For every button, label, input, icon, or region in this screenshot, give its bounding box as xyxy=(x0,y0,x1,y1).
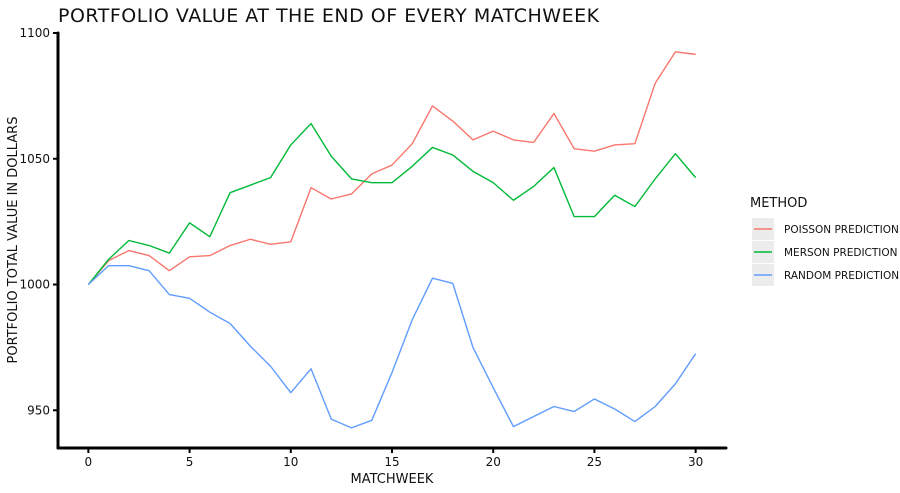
x-tick-label: 20 xyxy=(486,455,501,469)
x-tick-label: 25 xyxy=(587,455,602,469)
legend-items: POISSON PREDICTION MERSON PREDICTION RANDO… xyxy=(752,218,899,286)
legend-entry-label: RANDOM PREDICTION xyxy=(784,270,899,282)
x-tick-label: 5 xyxy=(186,455,194,469)
legend-title: METHOD xyxy=(750,196,807,211)
x-axis-label: MATCHWEEK xyxy=(351,472,434,487)
series-line-1 xyxy=(87,122,697,285)
y-tick-label: 1000 xyxy=(19,278,50,292)
x-tick-label: 0 xyxy=(85,455,93,469)
series-group xyxy=(87,51,697,429)
chart-title: PORTFOLIO VALUE AT THE END OF EVERY MATC… xyxy=(58,5,600,27)
legend: METHOD POISSON PREDICTION MERSON PREDICTI… xyxy=(750,196,899,286)
x-tick-label: 15 xyxy=(384,455,399,469)
x-tick-label: 30 xyxy=(688,455,703,469)
legend-entry-label: POISSON PREDICTION xyxy=(784,224,899,236)
y-tick-label: 1050 xyxy=(19,152,50,166)
legend-entry-label: MERSON PREDICTION xyxy=(784,247,898,259)
series-line-2 xyxy=(87,264,697,429)
plot-area: 0 5 10 15 20 25 30 950 1000 1050 1100 xyxy=(19,26,728,469)
y-tick-label: 950 xyxy=(27,403,50,417)
series-line-0 xyxy=(87,51,696,285)
y-axis-ticks: 950 1000 1050 1100 xyxy=(19,26,58,417)
x-tick-label: 10 xyxy=(283,455,298,469)
x-axis-ticks: 0 5 10 15 20 25 30 xyxy=(85,448,703,469)
y-axis-label: PORTFOLIO TOTAL VALUE IN DOLLARS xyxy=(6,117,21,364)
y-tick-label: 1100 xyxy=(19,26,50,40)
